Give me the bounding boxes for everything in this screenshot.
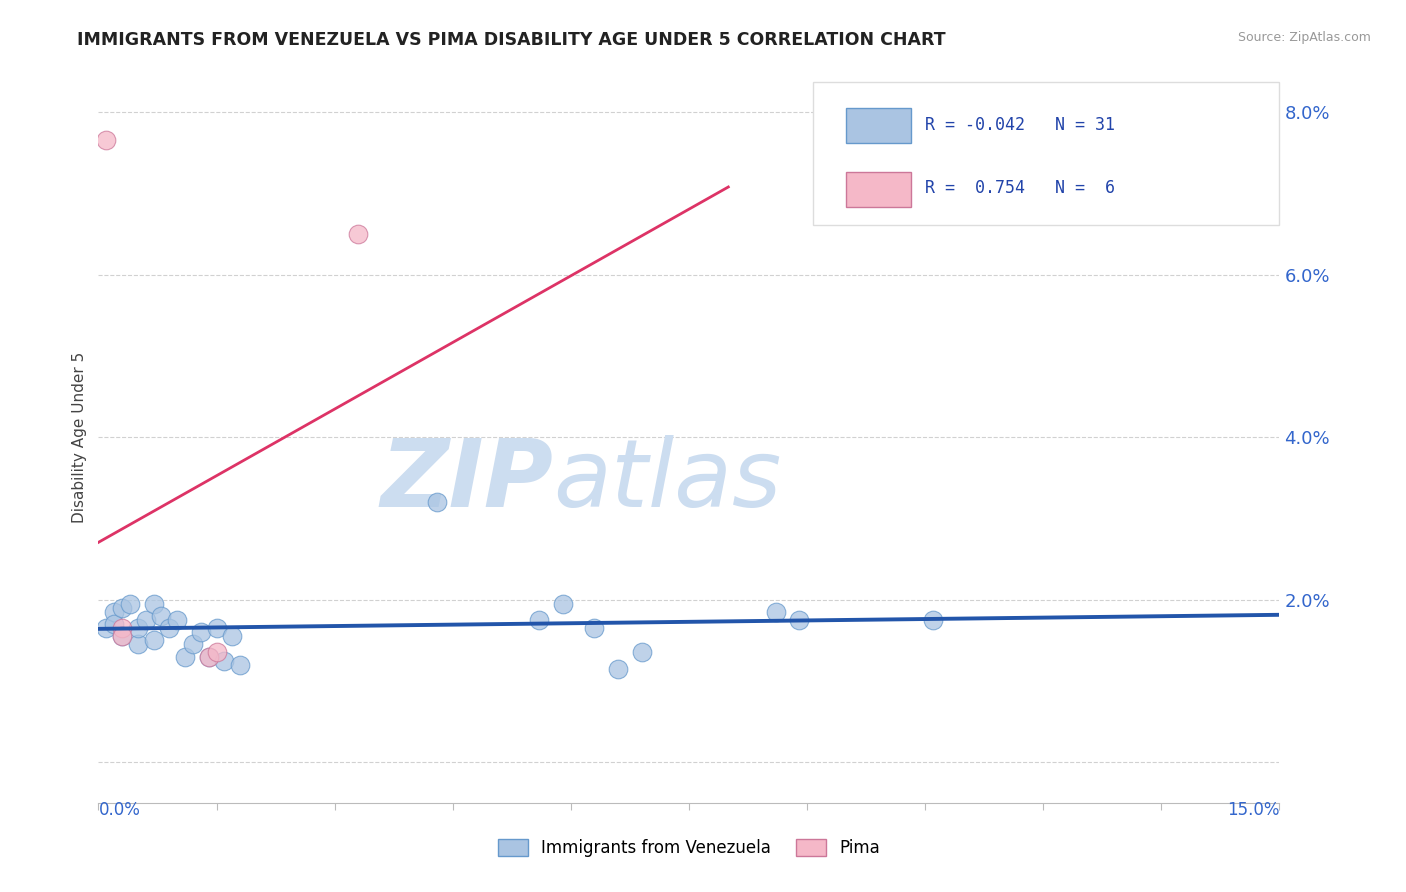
Y-axis label: Disability Age Under 5: Disability Age Under 5 [72, 351, 87, 523]
Point [922, 613, 945, 627]
Point [551, 597, 574, 611]
Point [96, 133, 118, 147]
Point [426, 495, 449, 509]
Text: IMMIGRANTS FROM VENEZUELA VS PIMA DISABILITY AGE UNDER 5 CORRELATION CHART: IMMIGRANTS FROM VENEZUELA VS PIMA DISABI… [77, 31, 946, 49]
Text: R =  0.754   N =  6: R = 0.754 N = 6 [925, 179, 1115, 197]
FancyBboxPatch shape [813, 82, 1279, 225]
Point [142, 597, 165, 611]
Point [103, 617, 125, 632]
Point [607, 662, 630, 676]
Point [197, 649, 219, 664]
Text: 0.0%: 0.0% [98, 801, 141, 819]
Point [142, 633, 165, 648]
Point [111, 629, 134, 643]
Point [135, 613, 157, 627]
Point [111, 621, 134, 635]
Point [221, 629, 243, 643]
Point [190, 625, 212, 640]
Point [229, 657, 252, 672]
Legend: Immigrants from Venezuela, Pima: Immigrants from Venezuela, Pima [491, 832, 887, 864]
Point [174, 649, 197, 664]
Point [787, 613, 810, 627]
FancyBboxPatch shape [846, 171, 911, 207]
Text: Source: ZipAtlas.com: Source: ZipAtlas.com [1237, 31, 1371, 45]
Point [127, 637, 149, 651]
Point [197, 649, 219, 664]
Point [630, 645, 652, 659]
Point [181, 637, 204, 651]
Point [96, 621, 118, 635]
Point [765, 605, 787, 619]
Point [347, 227, 370, 241]
Point [583, 621, 606, 635]
Point [205, 645, 228, 659]
Point [529, 613, 551, 627]
Point [157, 621, 180, 635]
Text: 15.0%: 15.0% [1227, 801, 1279, 819]
Text: ZIP: ZIP [380, 435, 553, 527]
Text: R = -0.042   N = 31: R = -0.042 N = 31 [925, 116, 1115, 134]
Point [127, 621, 149, 635]
Point [111, 629, 134, 643]
Point [166, 613, 188, 627]
Point [118, 597, 141, 611]
Point [111, 600, 134, 615]
Point [150, 608, 173, 623]
Point [214, 654, 236, 668]
FancyBboxPatch shape [846, 108, 911, 143]
Point [205, 621, 228, 635]
Point [103, 605, 125, 619]
Text: atlas: atlas [553, 435, 782, 526]
